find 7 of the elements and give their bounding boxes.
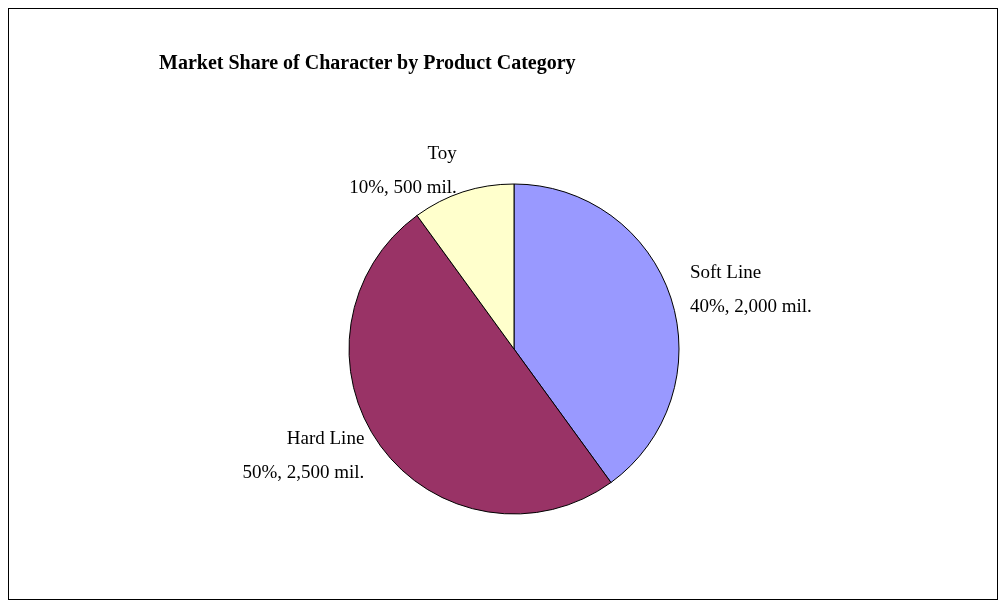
data-label: 10%, 500 mil. — [349, 176, 457, 198]
data-label: 40%, 2,000 mil. — [689, 294, 812, 316]
slice-label: Hard Line — [286, 426, 365, 448]
data-label: 50%, 2,500 mil. — [242, 460, 365, 482]
slice-label: Toy — [427, 142, 458, 164]
slice-label: Soft Line — [689, 260, 762, 282]
chart-title: Market Share of Character by Product Category — [159, 51, 576, 74]
